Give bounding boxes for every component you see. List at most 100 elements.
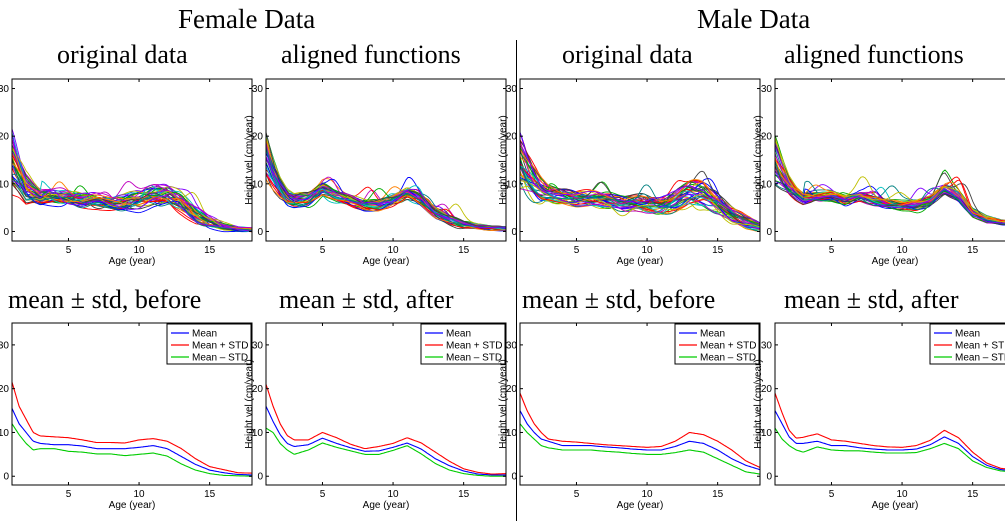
group-divider bbox=[516, 40, 517, 521]
y-tick-label: 10 bbox=[761, 179, 773, 190]
x-tick-label: 15 bbox=[967, 245, 979, 256]
axes-box bbox=[519, 322, 761, 486]
y-axis-label: Height vel (cm/year) bbox=[498, 115, 509, 204]
y-tick-label: 30 bbox=[506, 340, 518, 351]
female-after-chart: 5 10 15 0 10 20 30 Age (year) Height vel (cm/yea… bbox=[244, 322, 507, 511]
male-before-chart: 5 10 15 0 10 20 30 Age (year) Height vel (cm/yea… bbox=[498, 322, 761, 511]
y-tick-label: 0 bbox=[257, 227, 263, 238]
series-line-mean bbox=[775, 410, 1005, 471]
series-line-mean bbox=[12, 408, 252, 476]
individual-curve bbox=[266, 148, 506, 229]
x-tick-label: 15 bbox=[712, 489, 724, 500]
y-tick-label: 0 bbox=[766, 227, 772, 238]
legend-label: Mean bbox=[446, 329, 471, 340]
individual-curve bbox=[520, 139, 760, 226]
legend-label: Mean – STD bbox=[700, 353, 756, 364]
y-tick-label: 30 bbox=[761, 84, 773, 95]
series-line-mean-std bbox=[520, 423, 760, 475]
x-tick-label: 5 bbox=[320, 489, 326, 500]
series-line-mean-std bbox=[775, 392, 1005, 470]
axes-box bbox=[774, 78, 1005, 242]
y-tick-label: 20 bbox=[252, 384, 264, 395]
individual-curve bbox=[12, 159, 252, 232]
x-tick-label: 5 bbox=[320, 245, 326, 256]
x-tick-label: 15 bbox=[458, 489, 470, 500]
female-before-title: mean ± std, before bbox=[8, 285, 202, 314]
y-tick-label: 0 bbox=[3, 472, 9, 483]
y-tick-label: 0 bbox=[511, 472, 517, 483]
plot-area bbox=[775, 79, 1005, 241]
female-group-title: Female Data bbox=[178, 4, 316, 34]
individual-curve bbox=[12, 180, 252, 231]
x-axis-label: Age (year) bbox=[363, 500, 410, 511]
y-axis-label: Height vel (cm/year) bbox=[753, 359, 764, 448]
individual-curve bbox=[775, 165, 1005, 226]
individual-curve bbox=[775, 148, 1005, 221]
x-tick-label: 10 bbox=[896, 489, 908, 500]
male-original-title: original data bbox=[562, 40, 693, 69]
y-tick-label: 20 bbox=[0, 132, 9, 143]
individual-curve bbox=[12, 176, 252, 233]
y-tick-label: 30 bbox=[506, 84, 518, 95]
individual-curve bbox=[520, 180, 760, 228]
x-axis-label: Age (year) bbox=[617, 256, 664, 267]
series-line-mean-std bbox=[266, 427, 506, 477]
individual-curve bbox=[12, 180, 252, 232]
individual-curve bbox=[520, 148, 760, 225]
legend-label: Mean bbox=[955, 329, 980, 340]
x-tick-label: 10 bbox=[387, 489, 399, 500]
series-line-mean-std bbox=[266, 384, 506, 475]
x-tick-label: 10 bbox=[387, 245, 399, 256]
x-tick-label: 15 bbox=[204, 245, 216, 256]
male-aligned-chart: 5 10 15 0 10 20 30 Age (year) Height vel (cm/yea… bbox=[753, 78, 1005, 267]
y-axis-label: Height vel (cm/year) bbox=[0, 359, 1, 448]
y-tick-label: 0 bbox=[766, 472, 772, 483]
legend-label: Mean + STD bbox=[446, 341, 502, 352]
y-axis-label: Height vel (cm/year) bbox=[244, 359, 255, 448]
y-tick-label: 20 bbox=[252, 132, 264, 143]
x-axis-label: Age (year) bbox=[109, 500, 156, 511]
female-before-chart: 5 10 15 0 10 20 30 Age (year) Height vel (cm/yea… bbox=[0, 322, 253, 511]
x-tick-label: 15 bbox=[712, 245, 724, 256]
legend-label: Mean + STD bbox=[700, 341, 756, 352]
individual-curve bbox=[775, 170, 1005, 224]
female-original-title: original data bbox=[57, 40, 188, 69]
male-aligned-title: aligned functions bbox=[784, 40, 964, 69]
y-tick-label: 10 bbox=[0, 428, 9, 439]
individual-curve bbox=[775, 170, 1005, 224]
axes-box bbox=[265, 78, 507, 242]
female-after-title: mean ± std, after bbox=[279, 285, 454, 314]
legend-label: Mean bbox=[192, 329, 217, 340]
x-tick-label: 5 bbox=[574, 245, 580, 256]
individual-curve bbox=[520, 132, 760, 224]
y-tick-label: 10 bbox=[252, 428, 264, 439]
individual-curve bbox=[12, 158, 252, 230]
y-tick-label: 10 bbox=[506, 428, 518, 439]
male-before-title: mean ± std, before bbox=[522, 285, 716, 314]
x-tick-label: 10 bbox=[641, 245, 653, 256]
individual-curve bbox=[266, 132, 506, 228]
x-tick-label: 10 bbox=[133, 489, 145, 500]
male-after-title: mean ± std, after bbox=[784, 285, 959, 314]
x-axis-label: Age (year) bbox=[872, 500, 919, 511]
y-tick-label: 30 bbox=[0, 340, 9, 351]
individual-curve bbox=[266, 174, 506, 231]
legend-label: Mean bbox=[700, 329, 725, 340]
y-tick-label: 20 bbox=[761, 384, 773, 395]
x-tick-label: 5 bbox=[829, 245, 835, 256]
y-tick-label: 10 bbox=[252, 179, 264, 190]
individual-curve bbox=[266, 158, 506, 229]
series-line-mean bbox=[266, 405, 506, 476]
x-tick-label: 15 bbox=[204, 489, 216, 500]
x-tick-label: 5 bbox=[574, 489, 580, 500]
y-tick-label: 20 bbox=[506, 132, 518, 143]
female-aligned-title: aligned functions bbox=[281, 40, 461, 69]
x-axis-label: Age (year) bbox=[872, 256, 919, 267]
y-tick-label: 10 bbox=[0, 179, 9, 190]
x-tick-label: 15 bbox=[967, 489, 979, 500]
series-line-mean-std bbox=[520, 392, 760, 468]
axes-box bbox=[774, 322, 1005, 486]
y-tick-label: 0 bbox=[3, 227, 9, 238]
y-tick-label: 20 bbox=[761, 132, 773, 143]
x-tick-label: 5 bbox=[829, 489, 835, 500]
